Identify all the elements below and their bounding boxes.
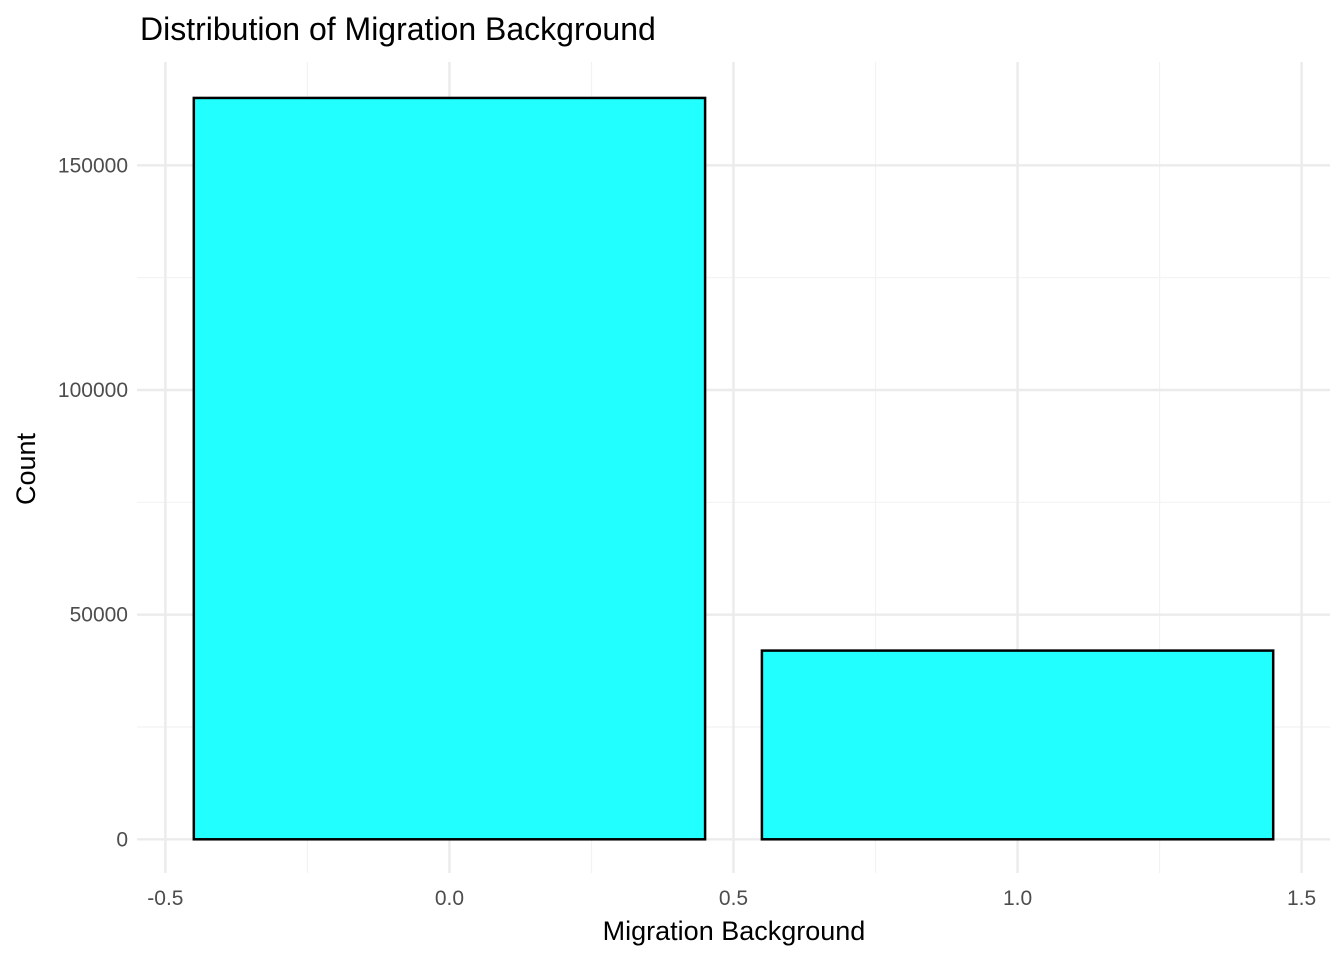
bar-0 <box>192 96 707 841</box>
bars <box>192 96 1275 841</box>
chart-title: Distribution of Migration Background <box>140 11 656 47</box>
y-tick-label: 0 <box>116 828 128 851</box>
y-axis-title: Count <box>11 432 41 505</box>
y-axis-tick-labels: 0 50000 100000 150000 <box>58 154 128 851</box>
x-tick-label: 1.0 <box>1003 887 1032 910</box>
bar-1 <box>760 649 1275 841</box>
x-tick-label: 0.0 <box>435 887 464 910</box>
y-tick-label: 150000 <box>58 154 128 177</box>
x-tick-label: 1.5 <box>1287 887 1316 910</box>
x-tick-label: -0.5 <box>147 887 183 910</box>
x-axis-tick-labels: -0.5 0.0 0.5 1.0 1.5 <box>147 887 1316 910</box>
x-tick-label: 0.5 <box>719 887 748 910</box>
x-axis-title: Migration Background <box>603 916 866 946</box>
y-tick-label: 100000 <box>58 379 128 402</box>
y-tick-label: 50000 <box>70 604 128 627</box>
